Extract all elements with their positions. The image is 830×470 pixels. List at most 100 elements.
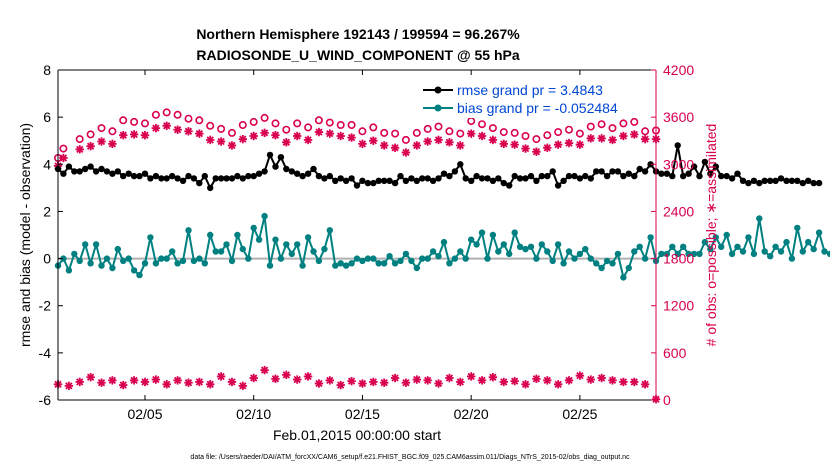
low-obs-marker-stroke — [402, 379, 410, 387]
assimilated-obs-marker — [184, 127, 193, 136]
assimilated-obs-marker — [129, 130, 139, 139]
assimilated-obs-marker-stroke — [587, 134, 595, 143]
bias-point — [277, 255, 285, 262]
rmse-point — [413, 177, 420, 184]
bias-point — [321, 245, 328, 253]
assimilated-obs-marker — [227, 141, 237, 150]
rmse-point — [500, 179, 507, 187]
low-obs-marker-stroke — [380, 379, 388, 387]
rmse-point — [130, 172, 138, 180]
rmse-point — [549, 168, 556, 175]
rmse-point — [707, 170, 714, 177]
rmse-point — [783, 177, 790, 184]
low-obs-marker — [543, 376, 552, 385]
low-obs-marker — [597, 373, 606, 383]
assimilated-obs-marker — [477, 131, 487, 141]
rmse-point — [185, 172, 192, 180]
rmse-point — [718, 172, 725, 180]
low-obs-marker — [195, 377, 204, 387]
low-obs-marker-stroke — [206, 380, 214, 388]
possible-obs-marker — [456, 129, 465, 138]
bias-point — [71, 250, 78, 258]
assimilated-obs-marker-stroke — [217, 137, 225, 146]
rmse-point — [815, 179, 823, 187]
possible-obs-marker — [260, 113, 269, 122]
assimilated-obs-marker-stroke — [141, 131, 149, 139]
bias-point — [250, 224, 257, 232]
bias-point — [674, 250, 681, 258]
low-obs-marker-stroke — [456, 378, 464, 386]
low-obs-marker — [271, 374, 280, 383]
bias-point — [565, 248, 573, 255]
possible-obs-marker — [477, 120, 486, 129]
rmse-point — [261, 168, 268, 175]
legend-box — [417, 78, 645, 118]
possible-obs-marker — [304, 123, 313, 132]
bias-point — [315, 257, 323, 265]
assimilated-obs-marker — [564, 138, 574, 148]
bias-point — [174, 260, 181, 267]
assimilated-obs-marker — [521, 144, 530, 153]
bias-point — [228, 257, 236, 265]
bias-point — [440, 238, 448, 246]
bias-point — [658, 250, 665, 258]
possible-obs-marker — [271, 119, 280, 128]
assimilated-obs-marker — [423, 137, 432, 146]
rmse-point — [353, 182, 361, 189]
possible-obs-marker — [488, 124, 497, 133]
rmse-point — [429, 177, 437, 184]
bias-point — [826, 250, 830, 258]
bias-point — [130, 267, 138, 274]
possible-obs-marker — [141, 119, 150, 128]
low-obs-marker-stroke — [434, 379, 443, 388]
rmse-point — [506, 182, 513, 189]
rmse-point — [468, 177, 475, 184]
bias-point — [560, 260, 567, 267]
assimilated-obs-marker-stroke — [543, 144, 551, 152]
possible-obs-marker — [532, 135, 541, 144]
rmse-point — [82, 165, 89, 173]
assimilated-obs-marker-stroke — [521, 144, 530, 153]
bias-point — [359, 257, 366, 265]
low-obs-marker — [553, 380, 563, 389]
low-obs-marker — [358, 379, 367, 388]
possible-obs-marker — [249, 117, 258, 126]
bias-point — [196, 255, 203, 262]
possible-obs-marker — [238, 121, 247, 130]
rmse-point — [196, 179, 203, 187]
rmse-point — [582, 172, 589, 180]
low-obs-marker — [434, 379, 443, 388]
low-obs-marker — [64, 381, 74, 391]
assimilated-obs-marker — [97, 137, 106, 146]
rmse-point — [750, 177, 758, 184]
rmse-point — [76, 168, 83, 175]
y-axis-label-right: # of obs: o=possible; ∗=assimilated — [703, 124, 719, 347]
assimilated-obs-marker-stroke — [424, 137, 432, 146]
possible-obs-marker — [619, 119, 628, 128]
assimilated-obs-marker-stroke — [152, 124, 160, 132]
low-obs-marker — [369, 377, 378, 387]
bias-point — [451, 255, 459, 262]
assimilated-obs-marker-stroke — [391, 144, 399, 152]
rmse-point — [587, 175, 594, 182]
bias-point — [701, 238, 709, 246]
low-obs-marker-stroke — [337, 381, 345, 389]
low-obs-marker-stroke — [130, 376, 138, 385]
low-obs-marker-stroke — [152, 375, 160, 384]
left-tick-label: 2 — [43, 203, 51, 219]
bias-point — [120, 257, 127, 265]
rmse-point — [359, 177, 366, 184]
rmse-point — [440, 170, 448, 177]
assimilated-obs-marker — [390, 143, 400, 152]
low-obs-marker — [477, 376, 487, 385]
possible-obs-marker — [293, 119, 302, 128]
rmse-point — [598, 168, 605, 175]
assimilated-obs-marker-stroke — [597, 134, 606, 143]
possible-obs-marker — [521, 132, 530, 141]
bias-point — [576, 250, 584, 258]
obs-count-group — [53, 108, 661, 404]
left-tick-label: 6 — [43, 109, 51, 125]
assimilated-obs-marker-stroke — [489, 136, 497, 144]
possible-obs-marker — [380, 128, 389, 137]
rmse-point — [272, 163, 279, 170]
